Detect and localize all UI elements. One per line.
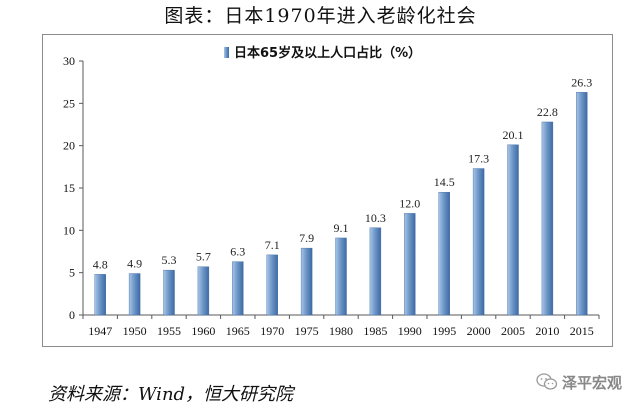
x-tick-label-1970: 1970 [260, 324, 284, 338]
wechat-icon [536, 373, 558, 390]
bar-2000 [472, 168, 485, 316]
x-tick-label-1950: 1950 [123, 324, 147, 338]
y-tick-label: 25 [63, 96, 75, 110]
bar-1995 [438, 192, 450, 316]
chart-area: 日本65岁及以上人口占比（%） 0 5 10 15 20 25 30 1947 1950 195… [42, 34, 613, 347]
data-label-1995: 14.5 [434, 175, 455, 189]
y-axis: 0 5 10 15 20 25 30 [63, 54, 84, 322]
bar-1970 [266, 254, 278, 316]
bar-1980 [335, 237, 347, 316]
data-labels: 4.8 4.9 5.3 5.7 6.3 7.1 7.9 9.1 10.3 12.0 14.5 17.3… [93, 75, 593, 271]
y-tick-label: 15 [63, 181, 75, 195]
bar-1955 [163, 269, 175, 316]
y-tick-label: 5 [69, 266, 75, 280]
y-tick-label: 10 [63, 223, 75, 237]
x-tick-label-1975: 1975 [295, 324, 319, 338]
data-label-1960: 5.7 [196, 250, 211, 264]
y-tick-label: 30 [63, 54, 75, 68]
bar-2010 [541, 121, 554, 316]
x-tick-label-2005: 2005 [501, 324, 525, 338]
source-note: 资料来源：Wind，恒大研究院 [48, 384, 294, 405]
bar-1947 [94, 274, 106, 316]
data-label-1965: 6.3 [230, 245, 245, 259]
x-tick-label-2000: 2000 [467, 324, 491, 338]
x-tick-label-1980: 1980 [329, 324, 353, 338]
data-label-1970: 7.1 [265, 238, 280, 252]
bar-series [94, 92, 588, 316]
data-label-1985: 10.3 [365, 211, 386, 225]
x-tick-label-1960: 1960 [191, 324, 215, 338]
watermark-text: 泽平宏观 [562, 373, 623, 392]
bar-2005 [507, 144, 519, 316]
x-axis: 1947 1950 1955 1960 1965 1970 1975 1980 1985 1990… [82, 314, 600, 338]
bar-1950 [128, 273, 141, 316]
x-tick-label-2010: 2010 [535, 324, 559, 338]
data-label-1955: 5.3 [162, 253, 177, 267]
data-label-2000: 17.3 [468, 152, 489, 166]
data-label-1950: 4.9 [127, 257, 142, 271]
x-tick-label-1985: 1985 [363, 324, 387, 338]
bar-1975 [300, 247, 313, 316]
data-label-2015: 26.3 [571, 75, 592, 89]
bar-1990 [404, 213, 416, 316]
page-title: 图表：日本1970年进入老龄化社会 [164, 5, 477, 27]
x-tick-label-1947: 1947 [88, 324, 112, 338]
x-tick-label-1990: 1990 [398, 324, 422, 338]
x-tick-label-2015: 2015 [570, 324, 594, 338]
data-label-1975: 7.9 [299, 231, 314, 245]
data-label-1947: 4.8 [93, 257, 108, 271]
bar-1960 [197, 266, 210, 316]
data-label-1980: 9.1 [334, 221, 349, 235]
bar-chart: 日本65岁及以上人口占比（%） 0 5 10 15 20 25 30 1947 1950 195… [63, 45, 600, 338]
y-tick-label: 20 [63, 139, 75, 153]
bar-1965 [232, 261, 244, 316]
data-label-2010: 22.8 [537, 105, 558, 119]
chart-legend: 日本65岁及以上人口占比（%） [224, 45, 421, 61]
bar-1985 [369, 227, 382, 316]
x-tick-label-1955: 1955 [157, 324, 181, 338]
watermark: 泽平宏观 [536, 370, 636, 394]
bar-2015 [576, 92, 588, 316]
legend-label: 日本65岁及以上人口占比（%） [234, 45, 421, 61]
data-label-1990: 12.0 [399, 196, 420, 210]
y-tick-label: 0 [69, 308, 75, 322]
x-tick-label-1995: 1995 [432, 324, 456, 338]
x-tick-label-1965: 1965 [226, 324, 250, 338]
legend-swatch [224, 47, 229, 58]
data-label-2005: 20.1 [503, 128, 524, 142]
